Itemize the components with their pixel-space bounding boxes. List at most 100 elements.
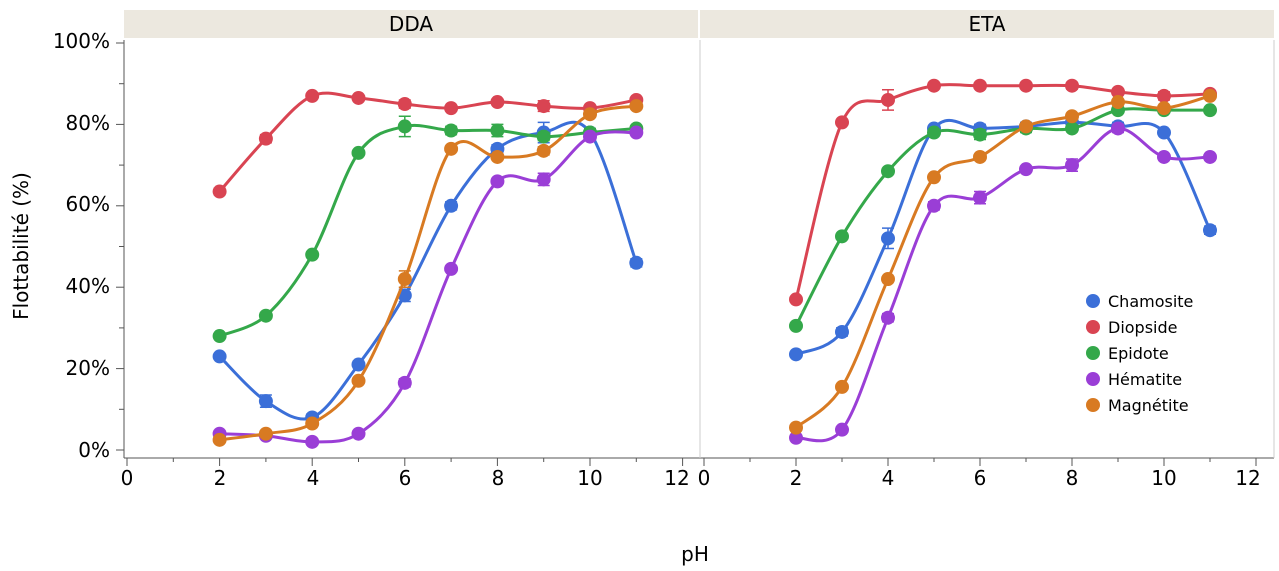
legend-label-magnetite: Magnétite [1108,396,1189,415]
data-point-chamosite [212,349,227,364]
data-point-magnetite [490,149,505,164]
data-point-chamosite [629,255,644,270]
x-tick-label: 8 [1066,466,1079,490]
x-tick-label: 12 [1235,466,1260,490]
x-tick-label: 4 [882,466,895,490]
data-point-diopside [927,78,941,93]
x-tick-label: 2 [790,466,803,490]
panel-header-eta [700,10,1274,38]
y-axis-title: Flottabilité (%) [9,172,33,320]
x-tick-label: 0 [121,466,134,490]
legend-label-epidote: Epidote [1108,344,1169,363]
data-point-magnetite [351,373,366,388]
data-point-diopside [1157,88,1171,103]
data-point-diopside [490,95,505,110]
series-line-diopside [794,83,1211,300]
legend-marker-magnetite [1086,398,1100,412]
data-point-magnetite [835,379,849,394]
data-point-chamosite [258,394,273,409]
data-point-epidote [973,127,987,142]
legend-label-hematite: Hématite [1108,370,1182,389]
data-point-epidote [881,164,895,179]
data-point-magnetite [1065,109,1079,124]
data-point-chamosite [1203,223,1217,238]
data-point-magnetite [444,141,459,156]
data-point-hematite [490,174,505,189]
data-point-chamosite [835,324,849,339]
data-point-hematite [305,434,320,449]
data-point-hematite [835,422,849,437]
data-point-magnetite [881,272,895,287]
data-point-hematite [536,172,551,187]
data-point-epidote [212,329,227,344]
data-point-epidote [536,129,551,144]
data-point-epidote [490,123,505,138]
x-tick-labels-dda: 0 2 4 6 8 10 12 [121,466,690,490]
data-point-diopside [1065,78,1079,93]
data-point-epidote [397,119,412,134]
data-point-magnetite [258,426,273,441]
data-point-chamosite [1157,125,1171,140]
data-point-hematite [1203,149,1217,164]
data-point-epidote [927,125,941,140]
x-ticks [126,458,1257,466]
data-point-diopside [305,88,320,103]
data-point-magnetite [583,107,597,122]
plot-layer [212,78,1217,449]
data-point-hematite [973,190,987,205]
series-line-diopside [218,91,637,193]
series-line-epidote [218,123,637,338]
data-point-magnetite [305,416,320,431]
data-point-diopside [789,292,803,307]
data-point-hematite [351,426,366,441]
legend-marker-diopside [1086,320,1100,334]
series-line-epidote [794,107,1210,327]
data-point-magnetite [536,143,551,158]
x-tick-labels-eta: 0 2 4 6 8 10 12 [698,466,1261,490]
data-point-hematite [1019,162,1033,177]
data-point-epidote [789,318,803,333]
x-tick-label: 10 [577,466,602,490]
data-point-hematite [397,375,412,390]
data-point-chamosite [351,357,366,372]
y-tick-label: 100% [53,29,110,53]
data-point-epidote [1065,121,1079,136]
y-tick-labels: 0% 20% 40% 60% 80% 100% [53,29,110,462]
data-point-epidote [444,123,459,138]
legend: Chamosite Diopside Epidote Hématite Magn… [1086,292,1193,415]
series-line-hematite [795,126,1211,443]
data-point-epidote [1203,103,1217,118]
data-point-diopside [258,131,273,146]
data-point-diopside [536,99,551,114]
data-point-magnetite [212,432,227,447]
axes [123,40,1275,459]
data-point-diopside [212,184,227,199]
y-tick-label: 20% [66,356,110,380]
data-point-hematite [583,129,597,144]
x-tick-label: 12 [664,466,689,490]
data-point-hematite [927,198,941,213]
panel-title-eta: ETA [969,12,1006,36]
data-point-magnetite [1203,88,1217,103]
legend-marker-chamosite [1086,294,1100,308]
data-point-magnetite [397,272,412,287]
x-tick-label: 8 [492,466,505,490]
data-point-magnetite [927,170,941,185]
data-point-epidote [258,308,273,323]
data-point-epidote [305,247,320,262]
data-point-hematite [881,310,895,325]
data-point-hematite [789,430,803,445]
y-tick-label: 40% [66,274,110,298]
panel-eta [789,78,1217,445]
data-point-epidote [835,229,849,244]
data-point-magnetite [629,99,644,114]
x-tick-label: 6 [974,466,987,490]
data-point-hematite [629,125,644,140]
series-line-magnetite [219,104,637,442]
x-tick-label: 2 [214,466,227,490]
y-tick-label: 0% [78,438,110,462]
data-point-hematite [1157,149,1171,164]
data-point-diopside [973,78,987,93]
series-line-chamosite [795,119,1212,356]
